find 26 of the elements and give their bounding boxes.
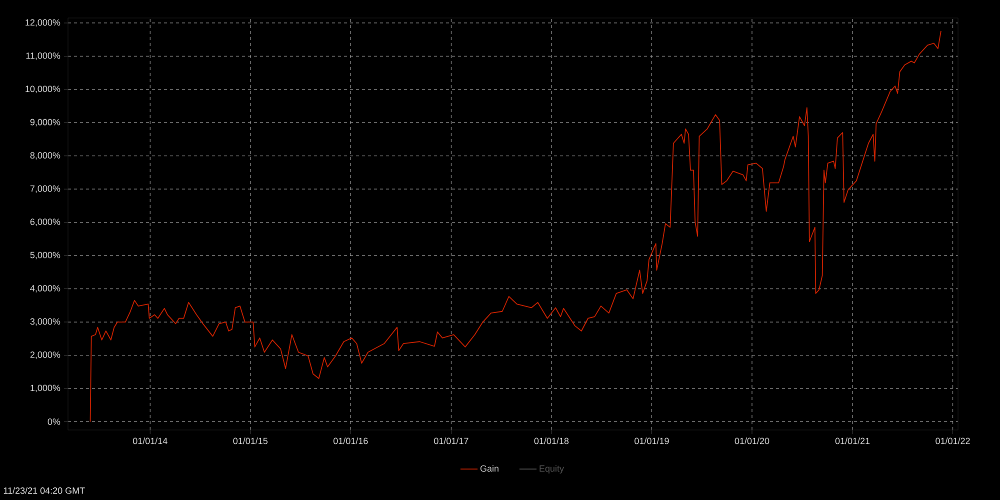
text: 11/23/21 04:20 GMT (4, 487, 85, 494)
x-tick-label: 01/01/19 (634, 438, 669, 444)
y-tick-label: 3,000% (30, 318, 60, 326)
x-tick-label: 01/01/16 (333, 438, 368, 444)
y-tick-label: 1,000% (30, 384, 60, 392)
y-tick-label: 10,000% (26, 86, 60, 94)
x-tick-label: 01/01/18 (534, 438, 569, 444)
line-series (90, 30, 942, 422)
y-tick-label: 0% (48, 418, 60, 425)
x-tick-label: 01/01/21 (835, 438, 870, 444)
x-tick-label: 01/01/20 (734, 438, 770, 444)
y-tick-label: 6,000% (30, 218, 60, 226)
y-tick-label: 4,000% (30, 285, 60, 292)
y-tick-label: 9,000% (30, 118, 60, 126)
y-tick-label: 2,000% (30, 352, 60, 359)
y-tick-label: 12,000% (26, 19, 60, 27)
legend-label: Gain (480, 465, 498, 472)
y-tick-label: 11,000% (26, 52, 60, 60)
x-tick-label: 01/01/22 (936, 438, 970, 444)
x-tick-label: 01/01/15 (233, 438, 268, 444)
x-tick-label: 01/01/17 (434, 438, 468, 444)
y-tick-label: 5,000% (30, 252, 60, 260)
legend-label: Equity (540, 465, 564, 474)
y-tick-label: 7,000% (30, 185, 60, 193)
y-tick-label: 8,000% (30, 152, 60, 160)
x-tick-label: 01/01/14 (132, 438, 168, 444)
